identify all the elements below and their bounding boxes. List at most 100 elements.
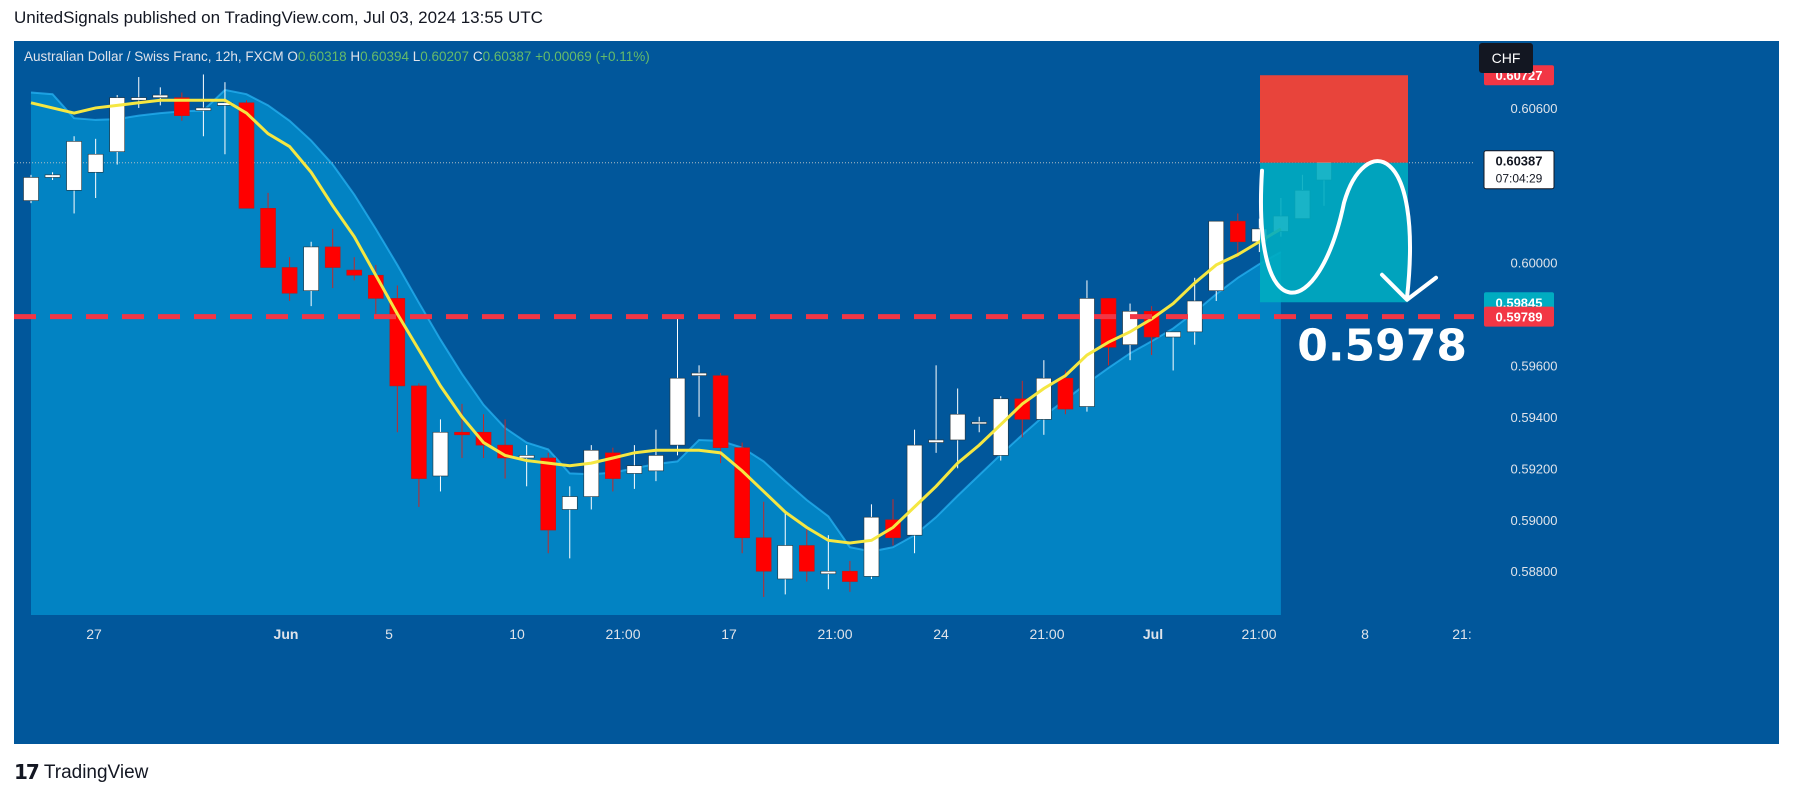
legend-value: 0.60387	[483, 49, 536, 64]
candle-body	[669, 377, 686, 446]
bar-countdown-text: 07:04:29	[1496, 172, 1543, 186]
time-tick-label: 21:00	[1241, 626, 1276, 642]
candle-body	[798, 545, 815, 572]
candle-body	[432, 431, 449, 477]
candle-body	[109, 97, 125, 152]
candle-body	[928, 439, 944, 443]
candle-body	[842, 570, 858, 582]
legend-value: L	[413, 49, 421, 64]
candle-body	[174, 97, 190, 116]
price-tick-label: 0.60000	[1511, 255, 1558, 270]
candle-body	[906, 444, 923, 536]
candle-body	[475, 431, 492, 446]
publish-header: UnitedSignals published on TradingView.c…	[14, 8, 543, 27]
candle-body	[712, 375, 729, 448]
price-chart[interactable]: 0.5978 0.60600 0.60000 0.59600 0.59400 0.592…	[14, 41, 1779, 744]
price-tick-label: 0.59400	[1511, 410, 1558, 425]
candle-body	[303, 246, 319, 291]
symbol-legend-text: Australian Dollar / Swiss Franc, 12h, FX…	[24, 49, 650, 64]
currency-label: CHF	[1492, 50, 1521, 66]
brand-name: TradingView	[43, 761, 149, 783]
current-price-text: 0.60387	[1496, 154, 1543, 169]
time-tick-label: 21:	[1452, 626, 1471, 642]
take-profit-zone	[1260, 162, 1408, 303]
price-tick-label: 0.59600	[1511, 358, 1558, 373]
candle-body	[777, 545, 794, 580]
candle-body	[195, 107, 212, 111]
support-price-label: 0.5978	[1297, 321, 1467, 372]
candle-body	[863, 516, 880, 577]
candle-body	[346, 269, 363, 276]
price-axis-layer: 0.60600 0.60000 0.59600 0.59400 0.59200 0.590…	[1479, 43, 1558, 579]
candle-body	[1186, 300, 1203, 333]
time-tick-label: 5	[385, 626, 393, 642]
legend-value: 0.60207	[420, 49, 473, 64]
candle-body	[1208, 220, 1225, 291]
time-tick-label: 21:00	[605, 626, 640, 642]
candle-body	[411, 385, 427, 479]
legend-value: C	[473, 49, 483, 64]
price-axis-badge	[1484, 306, 1554, 327]
candle-body	[949, 413, 966, 441]
candle-body	[734, 447, 750, 539]
candle-body	[260, 208, 276, 268]
candle-body	[971, 421, 988, 425]
candle-body	[238, 102, 255, 209]
candle-body	[152, 94, 169, 98]
candle-body	[324, 246, 341, 268]
candles-layer	[23, 74, 1332, 597]
candle-body	[23, 177, 39, 201]
time-tick-label: Jul	[1143, 626, 1163, 642]
ema-line-layer	[30, 98, 1282, 545]
time-tick-label: 27	[86, 626, 102, 642]
candle-body	[583, 449, 600, 497]
symbol-legend: Australian Dollar / Swiss Franc, 12h, FX…	[24, 49, 650, 64]
stop-loss-zone	[1260, 75, 1408, 163]
candle-body	[820, 570, 837, 575]
candle-body	[87, 153, 104, 173]
candle-body	[1036, 377, 1052, 420]
projection-curve	[1259, 159, 1412, 300]
time-tick-label: 21:00	[1029, 626, 1064, 642]
price-axis-badge-text: 0.59789	[1496, 310, 1543, 325]
chart-frame[interactable]: 0.5978 0.60600 0.60000 0.59600 0.59400 0.592…	[14, 41, 1779, 744]
candle-body	[992, 398, 1009, 456]
time-tick-label: 21:00	[817, 626, 852, 642]
legend-value: 0.60394	[360, 49, 413, 64]
candle-body	[626, 465, 643, 474]
time-tick-label: 10	[509, 626, 525, 642]
time-tick-label: Jun	[274, 626, 299, 642]
candle-body	[1230, 220, 1246, 243]
candle-body	[1057, 377, 1074, 410]
candle-body	[130, 97, 147, 101]
legend-value: Australian Dollar / Swiss Franc, 12h, FX…	[24, 49, 287, 64]
legend-value: H	[350, 49, 360, 64]
price-tick-label: 0.59200	[1511, 461, 1558, 476]
tradingview-logo-icon: 𝟭𝟳	[14, 762, 40, 784]
current-price-badge	[1483, 150, 1555, 190]
candle-body	[518, 455, 535, 459]
candle-body	[755, 537, 772, 572]
candle-body	[648, 455, 664, 472]
candle-body	[561, 496, 578, 510]
price-tick-label: 0.58800	[1511, 564, 1558, 579]
legend-value: +0.00069 (+0.11%)	[535, 49, 650, 64]
candle-body	[1100, 298, 1117, 348]
candle-body	[454, 431, 470, 436]
candle-body	[44, 174, 61, 178]
trade-zones-layer: 0.5978	[14, 75, 1474, 372]
price-tick-label: 0.59000	[1511, 513, 1558, 528]
candle-body	[281, 267, 298, 294]
time-axis-band	[14, 615, 1779, 744]
legend-value: 0.60318	[298, 49, 351, 64]
price-tick-label: 0.60600	[1511, 101, 1558, 116]
time-tick-label: 8	[1361, 626, 1369, 642]
brand-footer: 𝟭𝟳 TradingView	[14, 760, 148, 785]
arrow-down-icon	[1380, 272, 1438, 302]
legend-value: O	[287, 49, 298, 64]
candle-body	[540, 457, 557, 531]
candle-body	[1165, 331, 1181, 338]
time-tick-label: 24	[933, 626, 949, 642]
time-tick-label: 17	[721, 626, 737, 642]
time-axis-layer: 27 Jun 5 10 21:00 17 21:00 24 21:00 Jul 21:00 8 21:	[14, 615, 1779, 744]
